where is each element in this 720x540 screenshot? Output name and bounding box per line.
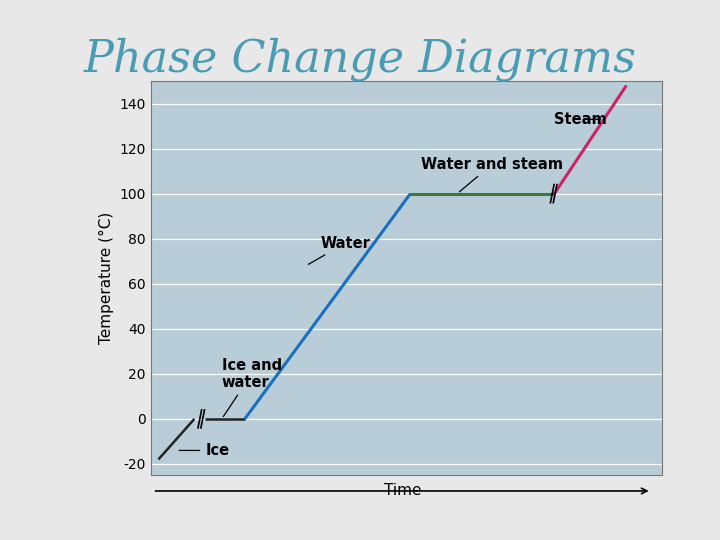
Text: Steam: Steam	[554, 112, 607, 127]
Text: Ice and
water: Ice and water	[222, 357, 282, 416]
Text: Water and steam: Water and steam	[421, 157, 563, 192]
Text: Water: Water	[308, 235, 370, 264]
Text: Phase Change Diagrams: Phase Change Diagrams	[84, 38, 636, 82]
Text: Ice: Ice	[179, 443, 230, 458]
Text: Time: Time	[384, 483, 422, 498]
Y-axis label: Temperature (°C): Temperature (°C)	[99, 212, 114, 344]
